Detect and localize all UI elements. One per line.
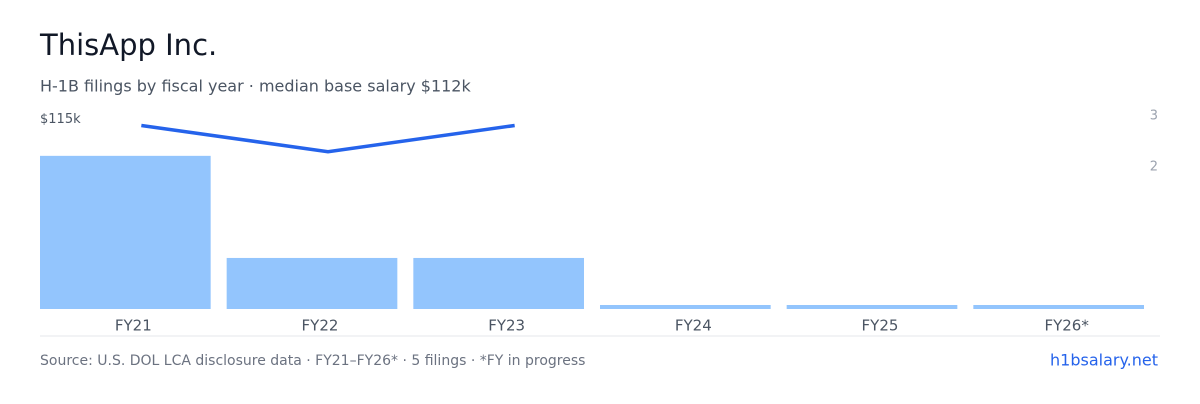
y-tick-label: $115k [40, 112, 81, 127]
y2-tick-label: 3 [1150, 108, 1158, 123]
chart-title: ThisApp Inc. [39, 28, 217, 62]
x-tick-label: FY23 [488, 317, 525, 335]
x-tick-label: FY21 [115, 317, 152, 335]
bar [600, 305, 771, 309]
x-tick-label: FY24 [675, 317, 712, 335]
bar [786, 305, 958, 309]
bar [973, 305, 1144, 309]
bar [226, 257, 398, 309]
x-tick-label: FY22 [302, 317, 339, 335]
bar [40, 155, 211, 309]
x-tick-label: FY25 [862, 317, 899, 335]
site-link[interactable]: h1bsalary.net [1050, 351, 1158, 370]
y2-tick-label: 2 [1150, 159, 1158, 174]
salary-line [141, 123, 515, 154]
source-note: Source: U.S. DOL LCA disclosure data · F… [40, 353, 585, 369]
x-tick-label: FY26* [1044, 317, 1089, 335]
bar [413, 257, 584, 309]
chart-subtitle: H-1B filings by fiscal year · median bas… [40, 77, 471, 96]
